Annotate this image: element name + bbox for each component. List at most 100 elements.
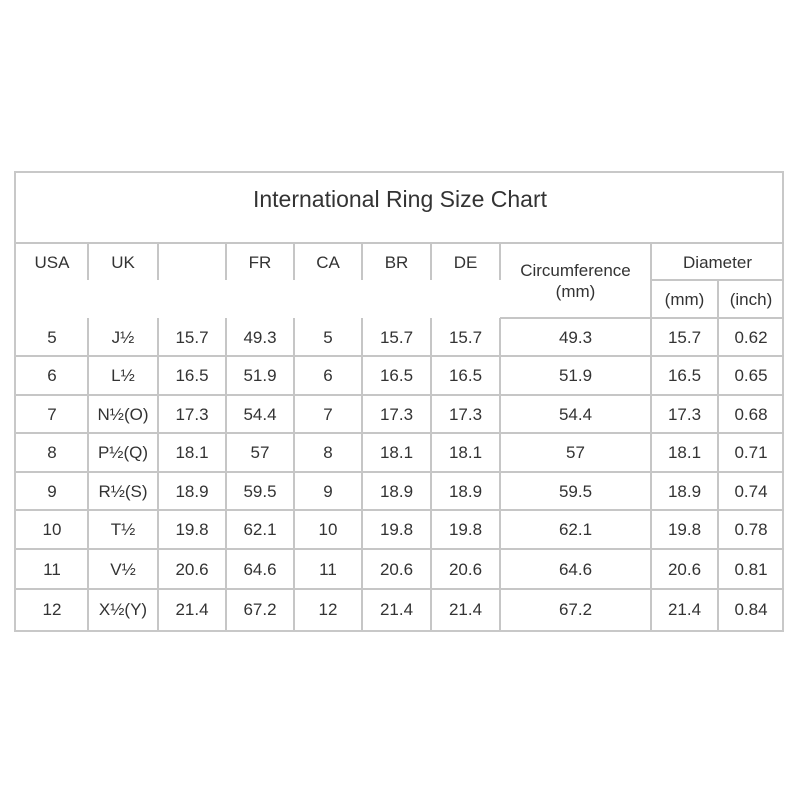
table-cell: X½(Y)	[98, 600, 148, 619]
grid-line	[16, 588, 784, 590]
table-cell: 54.4	[243, 404, 277, 424]
grid-line	[650, 242, 652, 630]
grid-line	[361, 242, 363, 280]
table-cell: 12	[318, 600, 338, 619]
table-cell: 51.9	[558, 366, 593, 385]
grid-line	[499, 318, 501, 630]
table-cell: 18.1	[175, 443, 209, 462]
table-cell: 15.7	[667, 327, 702, 347]
column-header-diameter: Diameter	[683, 252, 752, 272]
table-cell: 0.78	[734, 520, 768, 539]
table-cell: 15.7	[175, 327, 209, 347]
table-cell: 19.8	[379, 520, 414, 539]
table-cell: 16.5	[448, 366, 483, 385]
grid-line	[361, 318, 363, 630]
table-cell: 5	[323, 327, 333, 347]
grid-line	[16, 509, 784, 511]
header-divider	[500, 317, 784, 319]
grid-line	[157, 318, 159, 630]
grid-line	[16, 432, 784, 434]
table-cell: 19.8	[175, 520, 209, 539]
grid-line	[293, 242, 295, 280]
table-cell: 0.81	[734, 559, 768, 579]
table-cell: 16.5	[175, 366, 209, 385]
table-cell: 11	[43, 559, 61, 579]
table-cell: 17.3	[175, 404, 209, 424]
table-cell: 8	[47, 443, 57, 462]
table-cell: 64.6	[243, 559, 277, 579]
table-cell: 62.1	[243, 520, 277, 539]
table-cell: 10	[42, 520, 62, 539]
table-cell: 18.9	[448, 481, 483, 501]
column-header-blank	[158, 244, 226, 280]
table-cell: 16.5	[379, 366, 414, 385]
table-cell: 0.68	[734, 404, 768, 424]
table-cell: 7	[47, 404, 57, 424]
column-header-uk: UK	[111, 252, 135, 272]
table-cell: 19.8	[667, 520, 702, 539]
table-cell: 20.6	[379, 559, 414, 579]
table-cell: 59.5	[558, 481, 593, 501]
column-header-usa: USA	[34, 252, 70, 272]
table-cell: 18.9	[379, 481, 414, 501]
table-cell: 57	[250, 443, 270, 462]
grid-line	[87, 242, 89, 280]
column-header-diameter-inch: (inch)	[729, 289, 773, 309]
title-divider	[16, 242, 784, 244]
table-cell: J½	[111, 327, 135, 347]
table-cell: 17.3	[448, 404, 483, 424]
table-cell: T½	[110, 520, 136, 539]
grid-line	[225, 242, 227, 280]
table-cell: 0.71	[734, 443, 768, 462]
grid-line	[430, 242, 432, 280]
table-cell: 54.4	[558, 404, 593, 424]
ring-size-table	[14, 171, 784, 632]
table-cell: 9	[323, 481, 333, 501]
table-cell: V½	[110, 559, 136, 579]
table-cell: 49.3	[243, 327, 277, 347]
table-cell: 20.6	[175, 559, 209, 579]
table-cell: 21.4	[175, 600, 209, 619]
table-cell: 10	[318, 520, 338, 539]
table-cell: 7	[323, 404, 333, 424]
table-cell: 16.5	[667, 366, 702, 385]
grid-line	[16, 394, 784, 396]
table-cell: 67.2	[243, 600, 277, 619]
grid-line	[225, 318, 227, 630]
table-cell: 18.1	[448, 443, 483, 462]
table-cell: 12	[42, 600, 62, 619]
table-cell: 0.74	[734, 481, 768, 501]
table-cell: 18.1	[379, 443, 414, 462]
table-cell: 18.9	[667, 481, 702, 501]
table-cell: 0.65	[734, 366, 768, 385]
table-cell: 64.6	[558, 559, 593, 579]
table-cell: 5	[47, 327, 57, 347]
table-cell: N½(O)	[97, 404, 149, 424]
table-cell: 19.8	[448, 520, 483, 539]
table-cell: 21.4	[379, 600, 414, 619]
table-cell: 21.4	[448, 600, 483, 619]
grid-line	[87, 318, 89, 630]
grid-line	[16, 548, 784, 550]
table-cell: 17.3	[379, 404, 414, 424]
grid-line	[16, 355, 784, 357]
table-cell: 11	[319, 559, 337, 579]
table-cell: 21.4	[667, 600, 702, 619]
column-header-ca: CA	[316, 252, 340, 272]
column-header-br: BR	[384, 252, 409, 272]
grid-line	[499, 242, 501, 280]
grid-line	[16, 471, 784, 473]
grid-line	[157, 242, 159, 280]
table-cell: L½	[111, 366, 135, 385]
table-cell: 0.84	[734, 600, 768, 619]
table-cell: 20.6	[667, 559, 702, 579]
column-header-diameter-mm: (mm)	[664, 289, 705, 309]
table-cell: 51.9	[243, 366, 277, 385]
table-cell: 20.6	[448, 559, 483, 579]
table-title: International Ring Size Chart	[252, 186, 548, 212]
table-cell: 18.1	[667, 443, 702, 462]
table-cell: 67.2	[558, 600, 593, 619]
column-header-de: DE	[453, 252, 478, 272]
table-cell: 62.1	[558, 520, 593, 539]
column-header-circumference: Circumference (mm)	[520, 261, 631, 301]
